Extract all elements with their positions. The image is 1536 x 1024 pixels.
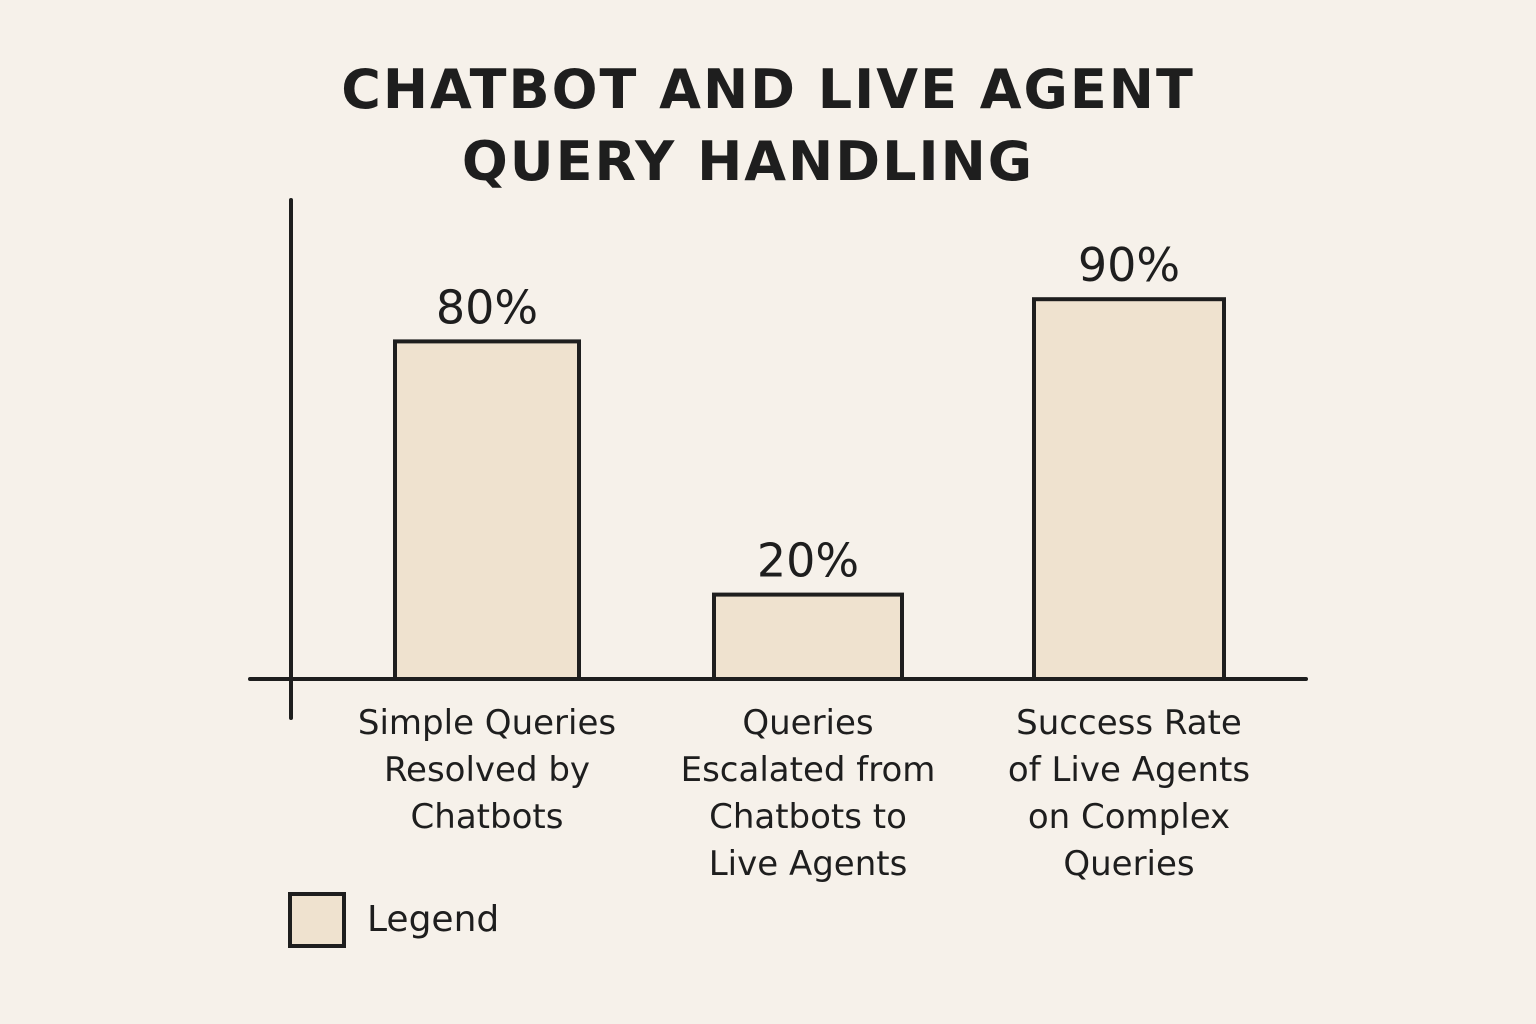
chart-title-line-1: CHATBOT AND LIVE AGENT [341,58,1195,121]
category-label-3-line-1: Success Rate [1016,703,1242,743]
category-label-1-line-2: Resolved by [384,750,590,790]
legend: Legend [288,892,499,948]
category-label-2-line-4: Live Agents [709,844,908,884]
category-label-1: Simple Queries Resolved by Chatbots [358,703,616,837]
legend-label: Legend [367,899,499,940]
chart-title: CHATBOT AND LIVE AGENT QUERY HANDLING [341,58,1195,193]
value-label-1: 80% [436,280,538,334]
bar-1 [393,339,581,681]
category-labels: Simple Queries Resolved by Chatbots Queries… [358,703,1250,884]
bars [393,297,1226,681]
legend-swatch [288,892,346,948]
value-label-2: 20% [757,534,859,588]
category-label-2-line-1: Queries [742,703,873,743]
value-labels: 80% 20% 90% [436,238,1180,587]
chart-title-line-2: QUERY HANDLING [462,130,1034,193]
value-label-3: 90% [1078,238,1180,292]
bar-3 [1032,297,1226,681]
category-label-2: Queries Escalated from Chatbots to Live Age… [681,703,936,884]
category-label-2-line-3: Chatbots to [709,797,907,837]
bar-2 [712,592,904,681]
category-label-1-line-1: Simple Queries [358,703,616,743]
category-label-2-line-2: Escalated from [681,750,936,790]
category-label-3: Success Rate of Live Agents on Complex Quer… [1008,703,1250,884]
category-label-3-line-3: on Complex [1028,797,1230,837]
category-label-3-line-4: Queries [1063,844,1194,884]
category-label-1-line-3: Chatbots [411,797,564,837]
category-label-3-line-2: of Live Agents [1008,750,1250,790]
